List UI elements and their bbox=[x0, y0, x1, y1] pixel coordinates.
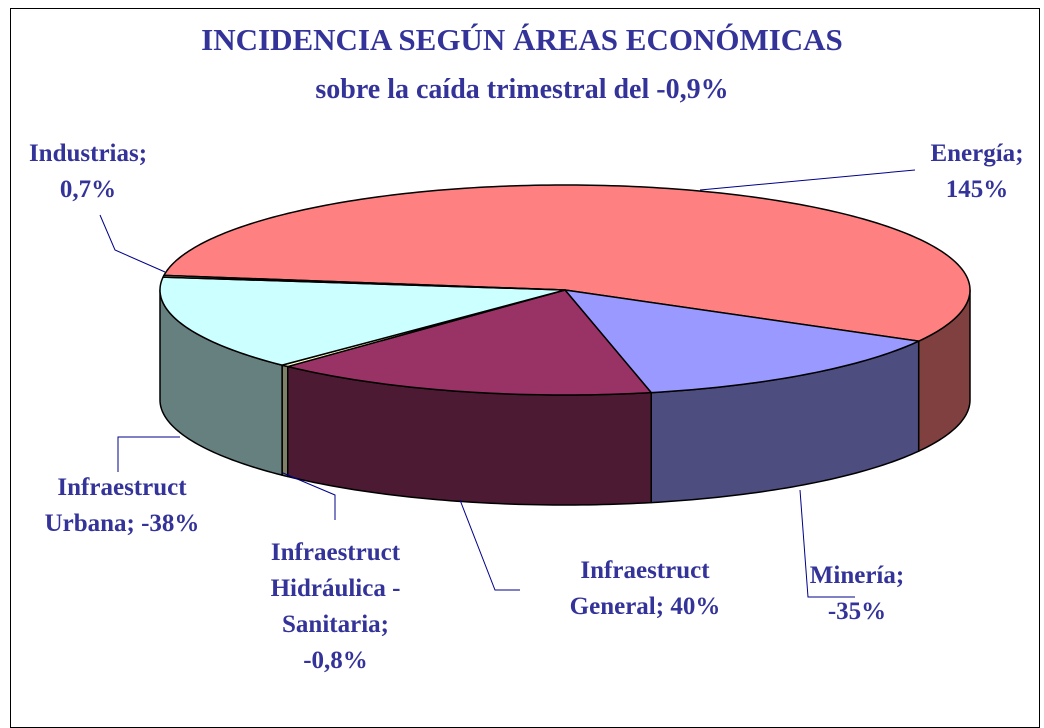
slice-name: Industrias bbox=[28, 140, 139, 167]
label-separator: ; bbox=[126, 510, 135, 537]
label-separator: ; bbox=[895, 562, 905, 589]
leader-line bbox=[459, 499, 520, 591]
pie-slice bbox=[163, 184, 971, 342]
leader-line bbox=[117, 436, 180, 472]
data-label: Infraestruct Hidráulica - Sanitaria; -0,… bbox=[248, 535, 423, 679]
slice-name: Energía bbox=[930, 140, 1016, 167]
label-separator: ; bbox=[1015, 140, 1024, 167]
slice-value: -0,8% bbox=[303, 647, 368, 674]
data-label: Energía; 145% bbox=[917, 136, 1037, 208]
slice-value: 145% bbox=[945, 176, 1009, 203]
slice-name: Infraestruct Urbana bbox=[44, 474, 187, 537]
chart-subtitle: sobre la caída trimestral del -0,9% bbox=[315, 74, 729, 105]
slice-value: -35% bbox=[827, 598, 887, 625]
pie-slice bbox=[564, 289, 920, 394]
label-separator: ; bbox=[138, 140, 148, 167]
leader-line bbox=[699, 169, 916, 191]
slice-value: 0,7% bbox=[59, 176, 117, 203]
leader-line bbox=[282, 472, 336, 520]
data-label: Industrias; 0,7% bbox=[18, 136, 158, 208]
pie-slice bbox=[162, 274, 566, 291]
slice-value: -38% bbox=[141, 510, 200, 537]
slice-name: Infraestruct Hidráulica - Sanitaria bbox=[270, 539, 401, 638]
label-separator: ; bbox=[380, 611, 389, 638]
pie-slice-side bbox=[281, 364, 289, 478]
data-label: Minería; -35% bbox=[782, 558, 932, 630]
label-separator: ; bbox=[655, 593, 665, 620]
page: INCIDENCIA SEGÚN ÁREAS ECONÓMICAS sobre … bbox=[10, 8, 1040, 728]
slice-value: 40% bbox=[670, 593, 721, 620]
leader-line bbox=[799, 489, 855, 598]
data-label: Infraestruct Urbana; -38% bbox=[22, 470, 222, 542]
chart bbox=[99, 169, 971, 598]
pie-slice bbox=[159, 276, 566, 366]
slice-name: Minería bbox=[809, 562, 896, 589]
pie-slice bbox=[286, 289, 652, 396]
slice-name: Infraestruct General bbox=[569, 557, 710, 620]
leader-line bbox=[99, 214, 166, 273]
data-label: Infraestruct General; 40% bbox=[540, 553, 750, 625]
chart-title: INCIDENCIA SEGÚN ÁREAS ECONÓMICAS bbox=[201, 22, 843, 57]
